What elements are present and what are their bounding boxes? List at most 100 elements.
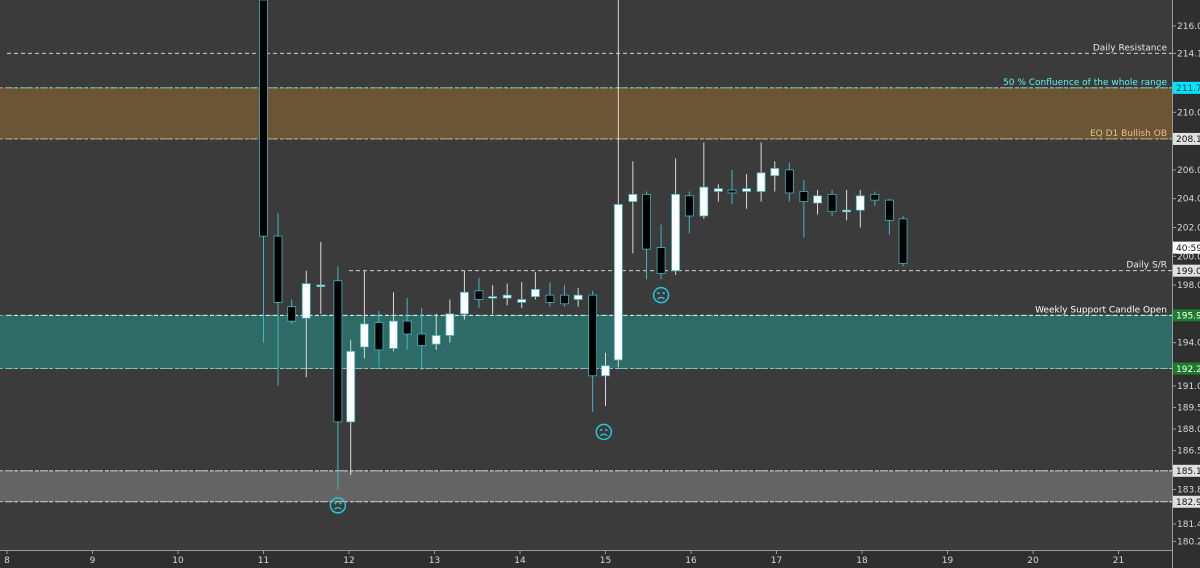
price-badge-3 — [1173, 264, 1200, 277]
candle-4 — [316, 241, 326, 314]
candle-6 — [346, 339, 356, 476]
candle-body-32 — [713, 188, 723, 192]
sad-face-eye-left — [600, 428, 603, 432]
sad-face-mouth — [657, 296, 665, 300]
candle-body-4 — [316, 284, 326, 287]
price-badge-label-4: 195.90 — [1176, 312, 1200, 322]
candle-44 — [884, 198, 894, 235]
sad-face-eye-left — [334, 502, 337, 505]
candle-body-9 — [389, 320, 398, 349]
candle-body-22 — [573, 294, 583, 300]
candle-35 — [756, 142, 766, 202]
candle-body-13 — [445, 313, 455, 336]
price-badge-1 — [1173, 132, 1200, 145]
candle-36 — [770, 161, 780, 192]
candle-2 — [287, 299, 297, 324]
candle-28 — [656, 224, 666, 280]
y-tick-label-7: 202.00 — [1177, 223, 1200, 233]
price-badge-5 — [1173, 362, 1200, 375]
candle-body-28 — [656, 247, 666, 274]
price-badge-4 — [1173, 309, 1200, 322]
candles-layer — [259, 0, 908, 490]
y-tick-label-15: 189.50 — [1177, 403, 1200, 413]
level-label-4: Weekly Support Candle Open — [1035, 305, 1167, 315]
candle-19 — [530, 272, 540, 300]
price-badge-label-5: 192.20 — [1176, 365, 1200, 375]
y-tick-label-5: 206.00 — [1177, 166, 1200, 176]
candle-31 — [699, 142, 709, 219]
price-badge-label-1: 208.15 — [1176, 135, 1200, 145]
candle-body-0 — [259, 0, 268, 237]
candle-22 — [573, 287, 583, 307]
x-tick-label-8: 16 — [685, 556, 697, 566]
y-tick-label-3: 210.00 — [1177, 108, 1200, 118]
x-tick-label-10: 18 — [856, 556, 868, 566]
candle-0 — [259, 0, 268, 343]
time-axis[interactable]: 8 9 10 11 12 13 14 15 16 17 18 19 20 21 — [0, 550, 1172, 568]
candle-12 — [431, 313, 441, 350]
candle-body-11 — [417, 333, 427, 346]
candle-8 — [374, 310, 384, 368]
time-axis-background — [0, 550, 1172, 568]
candle-body-15 — [474, 290, 484, 300]
y-tick-label-0: 216.00 — [1177, 22, 1200, 32]
candle-5 — [333, 266, 343, 490]
y-tick-label-16: 188.00 — [1177, 425, 1200, 435]
price-badge-6 — [1173, 464, 1200, 477]
candle-1 — [273, 213, 283, 386]
candle-body-44 — [884, 199, 894, 221]
candle-33 — [727, 169, 737, 205]
candle-10 — [402, 298, 412, 350]
x-tick-label-13: 21 — [1113, 556, 1124, 566]
zone-2 — [0, 470, 1172, 502]
candle-38 — [799, 179, 809, 238]
candle-body-41 — [842, 209, 852, 213]
price-badge-7 — [1173, 495, 1200, 508]
candle-25 — [613, 0, 623, 368]
candle-42 — [855, 190, 865, 228]
candle-17 — [502, 283, 512, 306]
price-badge-label-0: 211.70 — [1176, 84, 1200, 94]
candle-7 — [359, 270, 369, 359]
sad-face-mouth — [599, 433, 608, 437]
y-tick-label-1: 214.10 — [1177, 49, 1200, 59]
price-badge-label-6: 185.10 — [1176, 467, 1200, 477]
candle-body-45 — [898, 218, 908, 264]
candle-body-30 — [684, 195, 694, 217]
candle-18 — [517, 282, 527, 309]
y-tick-label-6: 204.00 — [1177, 195, 1200, 205]
price-badge-0 — [1173, 81, 1200, 94]
candle-21 — [560, 285, 569, 307]
candle-body-6 — [346, 350, 356, 423]
y-tick-label-22: 180.20 — [1177, 537, 1200, 547]
x-tick-label-11: 19 — [942, 556, 954, 566]
candle-13 — [445, 299, 455, 343]
candle-body-43 — [870, 193, 880, 201]
sad-face-eye-left — [657, 292, 660, 295]
candle-11 — [417, 308, 427, 371]
x-tick-label-6: 14 — [514, 556, 526, 566]
candle-20 — [545, 282, 555, 307]
candle-45 — [898, 215, 908, 267]
candle-body-7 — [359, 323, 369, 348]
price-axis[interactable]: 216.00 214.10 211.70 210.00 208.15 206.00 204.… — [1172, 0, 1200, 568]
candle-41 — [842, 190, 852, 221]
candle-body-12 — [431, 335, 441, 345]
zones-layer — [0, 87, 1172, 503]
sad-face-icon-2 — [652, 286, 670, 304]
price-badge-2 — [1173, 241, 1200, 254]
candle-body-14 — [460, 291, 469, 315]
candle-body-8 — [374, 322, 384, 351]
candle-body-37 — [784, 169, 794, 194]
candle-body-21 — [560, 294, 569, 305]
x-tick-label-7: 15 — [600, 556, 611, 566]
sad-face-outline — [652, 286, 670, 304]
sad-face-outline — [595, 423, 613, 441]
sad-face-icon-0 — [329, 497, 347, 514]
y-tick-label-12: 194.00 — [1177, 339, 1200, 349]
candle-body-27 — [642, 193, 651, 250]
x-tick-label-3: 11 — [258, 556, 269, 566]
sad-face-eye-right — [662, 292, 665, 295]
